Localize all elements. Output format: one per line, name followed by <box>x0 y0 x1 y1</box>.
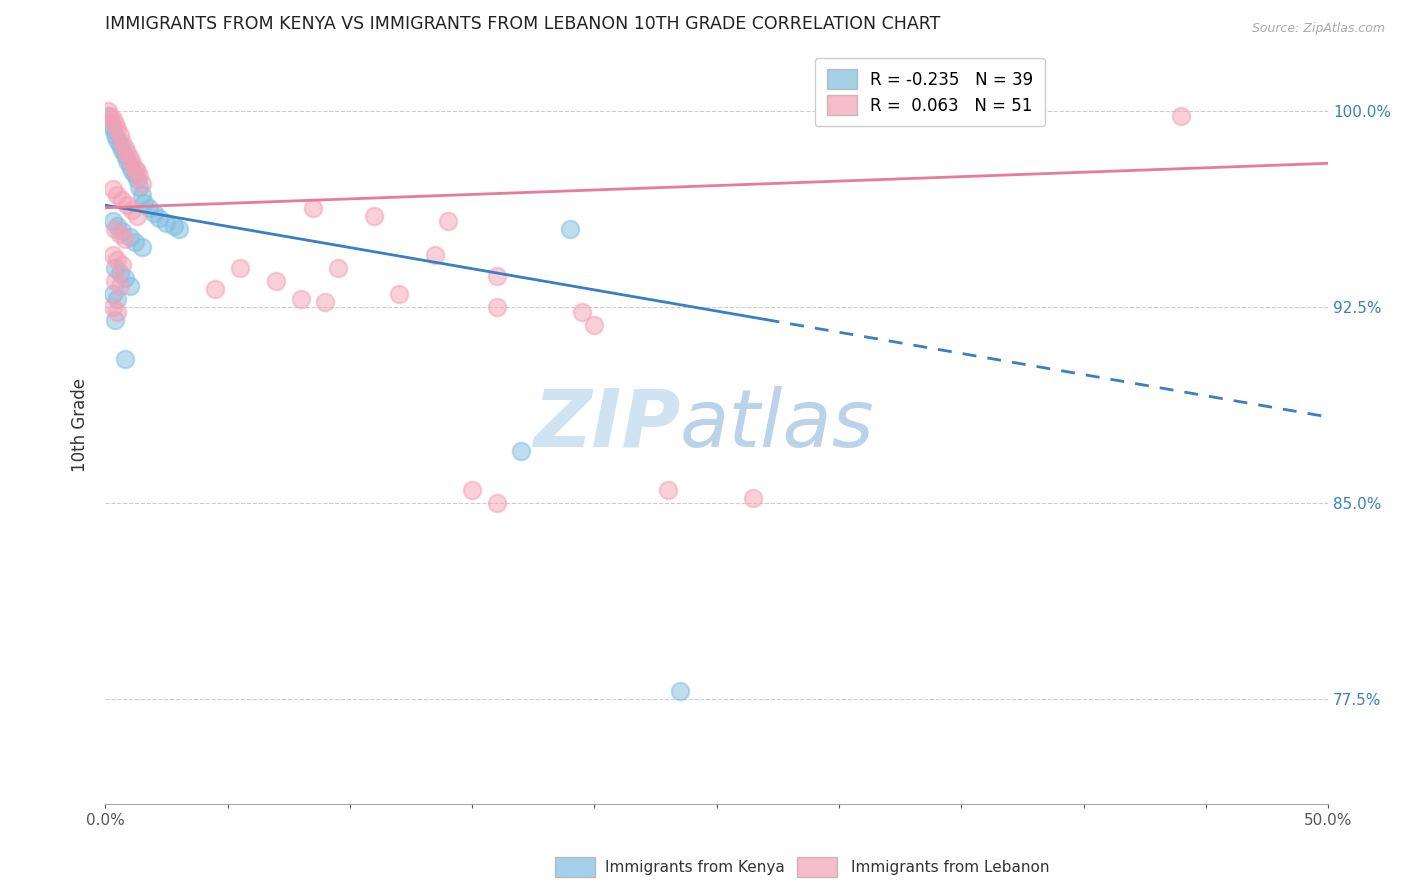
Point <box>558 221 581 235</box>
Point <box>107 133 129 147</box>
Point <box>229 260 252 275</box>
Point <box>510 444 533 458</box>
Point <box>128 169 150 184</box>
Point <box>485 268 508 283</box>
Point <box>111 143 134 157</box>
Point <box>118 279 141 293</box>
Point <box>1170 109 1192 123</box>
Point <box>143 206 166 220</box>
Text: ZIP: ZIP <box>533 385 681 464</box>
Text: IMMIGRANTS FROM KENYA VS IMMIGRANTS FROM LEBANON 10TH GRADE CORRELATION CHART: IMMIGRANTS FROM KENYA VS IMMIGRANTS FROM… <box>105 15 941 33</box>
Point <box>114 141 136 155</box>
Point <box>163 219 186 233</box>
Point <box>204 282 226 296</box>
Point <box>111 193 134 207</box>
Point <box>148 211 170 226</box>
Point <box>118 159 141 173</box>
Point <box>461 483 484 498</box>
Point <box>98 117 121 131</box>
Text: atlas: atlas <box>681 385 875 464</box>
Point <box>290 293 312 307</box>
Point <box>107 219 129 233</box>
Point <box>124 167 146 181</box>
Point <box>101 300 124 314</box>
Point <box>108 266 131 280</box>
Text: Source: ZipAtlas.com: Source: ZipAtlas.com <box>1251 22 1385 36</box>
Point <box>108 279 131 293</box>
Point <box>302 201 325 215</box>
Point <box>124 161 146 176</box>
Point <box>115 145 138 160</box>
Point <box>115 198 138 212</box>
Text: Immigrants from Lebanon: Immigrants from Lebanon <box>851 860 1049 874</box>
Point <box>104 221 127 235</box>
Point <box>124 235 146 249</box>
Point <box>314 294 336 309</box>
Point <box>111 136 134 150</box>
Point <box>107 253 129 268</box>
Point <box>125 172 148 186</box>
Point <box>114 232 136 246</box>
Point <box>101 214 124 228</box>
Point <box>114 271 136 285</box>
Point <box>669 684 692 698</box>
Point <box>388 287 411 301</box>
Point <box>138 201 160 215</box>
Point <box>101 112 124 126</box>
Text: Immigrants from Kenya: Immigrants from Kenya <box>605 860 785 874</box>
Point <box>111 224 134 238</box>
Point <box>111 258 134 272</box>
Point <box>104 313 127 327</box>
Point <box>115 153 138 168</box>
Point <box>107 122 129 136</box>
Point <box>326 260 349 275</box>
Point <box>121 156 143 170</box>
Point <box>107 305 129 319</box>
Point <box>107 293 129 307</box>
Point <box>155 217 177 231</box>
Legend: R = -0.235   N = 39, R =  0.063   N = 51: R = -0.235 N = 39, R = 0.063 N = 51 <box>815 58 1045 127</box>
Point <box>485 300 508 314</box>
Point <box>266 274 288 288</box>
Point <box>101 182 124 196</box>
Point <box>363 209 385 223</box>
Point <box>121 164 143 178</box>
Point <box>114 148 136 162</box>
Point <box>657 483 679 498</box>
Point <box>97 109 120 123</box>
Point <box>101 287 124 301</box>
Point <box>167 221 190 235</box>
Point <box>118 229 141 244</box>
Point <box>425 248 447 262</box>
Point <box>121 203 143 218</box>
Point <box>583 318 606 333</box>
Point <box>131 240 153 254</box>
Point <box>125 164 148 178</box>
Point <box>436 214 458 228</box>
Point <box>128 179 150 194</box>
Point <box>98 109 121 123</box>
Point <box>108 128 131 142</box>
Point <box>104 260 127 275</box>
Point <box>134 195 156 210</box>
Point <box>101 122 124 136</box>
Point <box>104 128 127 142</box>
Point <box>125 209 148 223</box>
Point <box>97 103 120 118</box>
Point <box>131 187 153 202</box>
Point <box>114 352 136 367</box>
Point <box>108 227 131 241</box>
Point <box>485 496 508 510</box>
Point <box>742 491 765 505</box>
Point <box>118 151 141 165</box>
Point <box>104 117 127 131</box>
Point <box>108 138 131 153</box>
Point <box>104 274 127 288</box>
Point <box>101 248 124 262</box>
Point <box>107 187 129 202</box>
Point <box>571 305 593 319</box>
Y-axis label: 10th Grade: 10th Grade <box>72 378 89 472</box>
Point <box>131 178 153 192</box>
